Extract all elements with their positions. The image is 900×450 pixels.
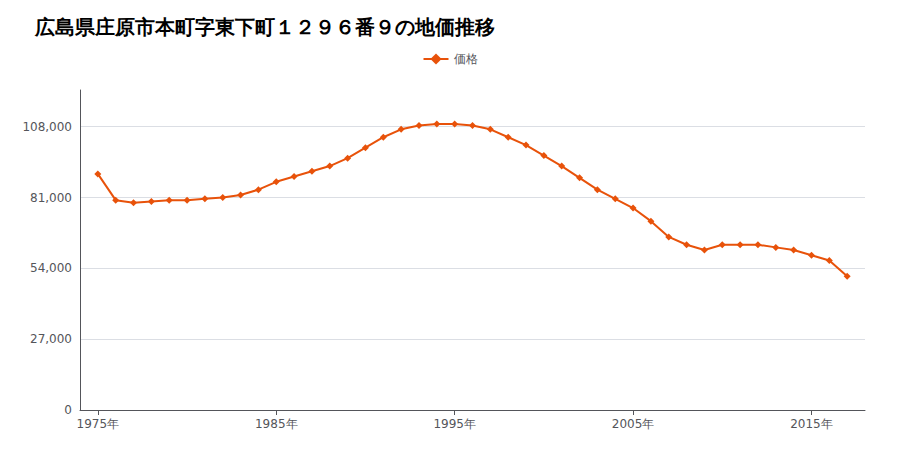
svg-text:81,000: 81,000 [30,191,72,205]
svg-text:価格: 価格 [454,52,478,66]
svg-text:広島県庄原市本町字東下町１２９６番９の地価推移: 広島県庄原市本町字東下町１２９６番９の地価推移 [34,15,495,39]
svg-text:108,000: 108,000 [22,120,72,134]
svg-text:2005年: 2005年 [612,417,655,431]
svg-text:0: 0 [64,403,72,417]
svg-text:1985年: 1985年 [255,417,298,431]
svg-text:1975年: 1975年 [77,417,120,431]
svg-text:54,000: 54,000 [30,261,72,275]
svg-text:1995年: 1995年 [433,417,476,431]
svg-text:2015年: 2015年 [790,417,833,431]
svg-text:27,000: 27,000 [30,332,72,346]
